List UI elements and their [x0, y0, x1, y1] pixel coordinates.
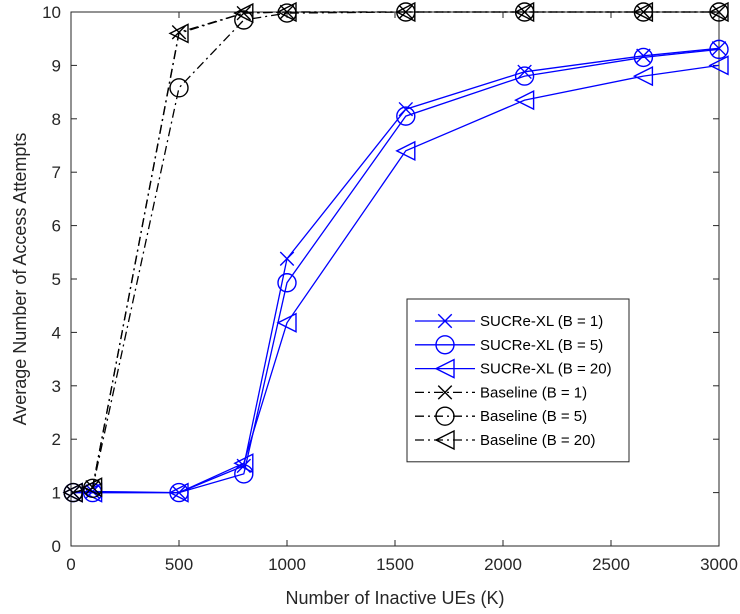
- legend-entry: SUCRe-XL (B = 20): [415, 358, 612, 379]
- data-point-marker: [396, 106, 416, 126]
- data-point-marker: [169, 78, 189, 98]
- data-point-marker: [708, 55, 729, 76]
- y-axis-label: Average Number of Access Attempts: [10, 133, 30, 426]
- data-point-marker: [636, 4, 651, 20]
- data-point-marker: [633, 47, 654, 68]
- series-6: [62, 1, 729, 503]
- data-point-marker: [632, 1, 654, 23]
- data-point-marker: [517, 64, 532, 80]
- series-line: [73, 11, 719, 494]
- data-point-marker: [276, 1, 297, 23]
- y-tick-label: 3: [52, 377, 61, 396]
- data-point-marker: [279, 251, 295, 266]
- data-point-marker: [233, 2, 254, 24]
- data-point-marker: [171, 25, 187, 40]
- legend-marker: [434, 429, 455, 451]
- data-point-marker: [277, 273, 297, 293]
- legend: SUCRe-XL (B = 1) SUCRe-XL (B = 5) SUCRe-XL…: [406, 298, 630, 463]
- x-tick-label: 0: [66, 555, 75, 574]
- legend-entry: SUCRe-XL (B = 5): [415, 335, 603, 355]
- data-point-marker: [709, 39, 729, 60]
- legend-marker: [435, 335, 455, 355]
- data-point-marker: [711, 4, 727, 20]
- series-line: [73, 11, 719, 494]
- data-point-marker: [711, 41, 727, 56]
- legend-marker: [437, 385, 453, 400]
- y-tick-label: 5: [52, 270, 61, 289]
- data-point-marker: [395, 1, 416, 23]
- x-tick-label: 500: [165, 555, 193, 574]
- legend-label: Baseline (B = 1): [480, 384, 587, 401]
- x-axis-label: Number of Inactive UEs (K): [285, 588, 504, 608]
- data-point-marker: [514, 89, 535, 111]
- legend-label: SUCRe-XL (B = 1): [480, 313, 603, 330]
- data-point-marker: [636, 48, 651, 64]
- legend-marker: [435, 406, 455, 426]
- legend-entry: Baseline (B = 20): [415, 429, 595, 451]
- series-line: [73, 64, 720, 494]
- x-tick-label: 1500: [376, 555, 414, 574]
- data-point-marker: [276, 312, 297, 333]
- legend-label: SUCRe-XL (B = 5): [480, 337, 603, 354]
- data-point-marker: [395, 140, 416, 161]
- y-tick-label: 0: [52, 537, 61, 556]
- data-point-marker: [236, 5, 252, 21]
- y-tick-label: 10: [42, 3, 61, 22]
- data-point-marker: [168, 482, 189, 503]
- legend-label: Baseline (B = 20): [480, 432, 595, 449]
- y-tick-label: 2: [52, 430, 61, 449]
- data-point-marker: [514, 1, 535, 23]
- series-layer: [62, 1, 729, 503]
- data-point-marker: [234, 464, 254, 484]
- data-point-marker: [82, 477, 103, 498]
- x-tick-label: 3000: [700, 555, 738, 574]
- y-tick-label: 9: [52, 56, 61, 75]
- y-tick-label: 7: [52, 163, 61, 182]
- data-point-marker: [398, 101, 414, 117]
- x-tick-label: 2500: [592, 555, 630, 574]
- y-tick-label: 6: [52, 217, 61, 236]
- data-point-marker: [514, 66, 535, 86]
- x-tick-label: 2000: [484, 555, 522, 574]
- legend-box: [406, 298, 630, 463]
- legend-entry: Baseline (B = 1): [415, 384, 587, 401]
- data-point-marker: [632, 65, 654, 87]
- data-point-marker: [62, 482, 83, 503]
- legend-entry: Baseline (B = 5): [415, 406, 587, 426]
- legend-label: SUCRe-XL (B = 20): [480, 361, 612, 378]
- legend-marker: [434, 358, 455, 379]
- tick-labels: 0 500 1000 1500 2000 2500 3000 0 1 2 3 4 5 6 7 8 9 10: [42, 3, 738, 574]
- y-tick-label: 4: [52, 323, 61, 342]
- legend-label: Baseline (B = 5): [480, 408, 587, 425]
- data-point-marker: [65, 485, 81, 500]
- legend-marker: [437, 313, 453, 329]
- y-tick-label: 1: [52, 484, 61, 503]
- data-point-marker: [168, 23, 189, 44]
- data-point-marker: [708, 1, 729, 23]
- x-tick-label: 1000: [268, 555, 306, 574]
- y-tick-label: 8: [52, 110, 61, 129]
- data-point-marker: [233, 453, 254, 474]
- legend-entry: SUCRe-XL (B = 1): [415, 313, 603, 330]
